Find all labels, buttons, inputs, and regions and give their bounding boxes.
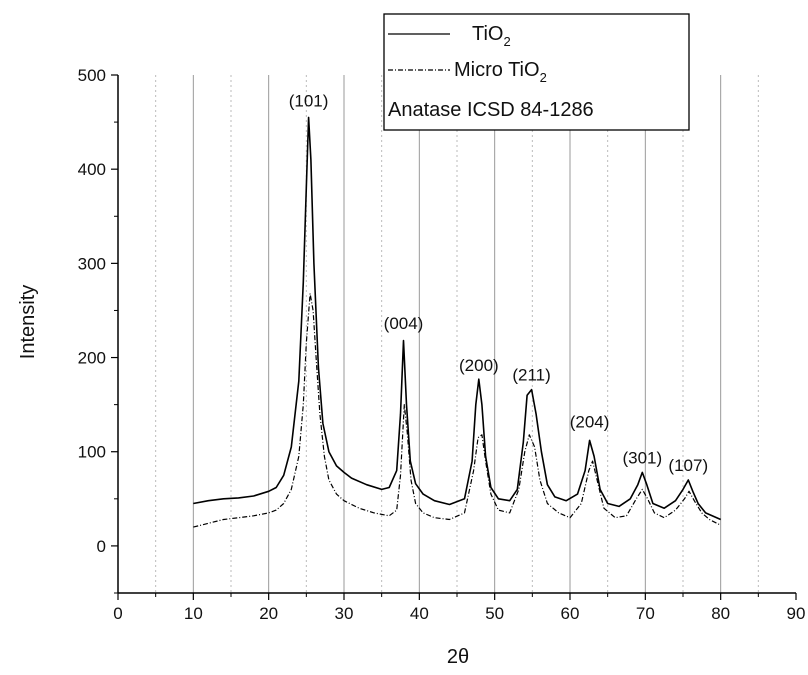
peak-label: (107) <box>668 456 708 475</box>
x-tick-label: 40 <box>410 604 429 623</box>
grid-lines <box>155 75 759 593</box>
legend-entry-name: Anatase ICSD 84-1286 <box>388 99 594 121</box>
x-tick-label: 50 <box>485 604 504 623</box>
x-tick-label: 20 <box>259 604 278 623</box>
x-tick-label: 70 <box>636 604 655 623</box>
legend-entry-subscript: 2 <box>503 34 510 49</box>
series-lines <box>193 116 722 528</box>
legend-entry: Anatase ICSD 84-1286 <box>388 99 594 121</box>
x-tick-label: 60 <box>561 604 580 623</box>
x-axis-title: 2θ <box>447 646 469 668</box>
x-tick-label: 10 <box>184 604 203 623</box>
series-line-micro-tio2 <box>193 292 721 528</box>
legend-entry-name: Micro TiO <box>454 59 540 81</box>
x-tick-label: 90 <box>787 604 806 623</box>
peak-label: (211) <box>512 366 550 385</box>
x-tick-label: 0 <box>113 604 122 623</box>
y-axis-title: Intensity <box>17 285 39 359</box>
y-tick-label: 300 <box>78 254 106 273</box>
y-tick-label: 0 <box>97 537 106 556</box>
y-tick-label: 200 <box>78 349 106 368</box>
peak-label: (004) <box>384 314 424 333</box>
y-tick-label: 100 <box>78 443 106 462</box>
x-tick-label: 80 <box>711 604 730 623</box>
peak-label: (101) <box>289 92 329 111</box>
legend-entry-subscript: 2 <box>540 70 547 85</box>
peak-labels: (101) (004) (200) (211) (204) (301) (107) <box>289 92 708 475</box>
legend-box <box>383 13 690 131</box>
tick-marks: 0 10 20 30 40 50 60 70 80 90 0 100 200 300 400 500 <box>78 66 806 623</box>
peak-label: (301) <box>622 449 662 468</box>
y-tick-label: 500 <box>78 66 106 85</box>
x-tick-label: 30 <box>335 604 354 623</box>
peak-label: (200) <box>459 356 499 375</box>
series-line-tio2 <box>193 116 722 521</box>
peak-label: (204) <box>570 413 610 432</box>
legend-entry: Micro TiO2 <box>454 59 547 85</box>
legend-entry: TiO2 <box>472 23 511 49</box>
y-tick-label: 400 <box>78 160 106 179</box>
legend-entry-name: TiO <box>472 23 503 45</box>
